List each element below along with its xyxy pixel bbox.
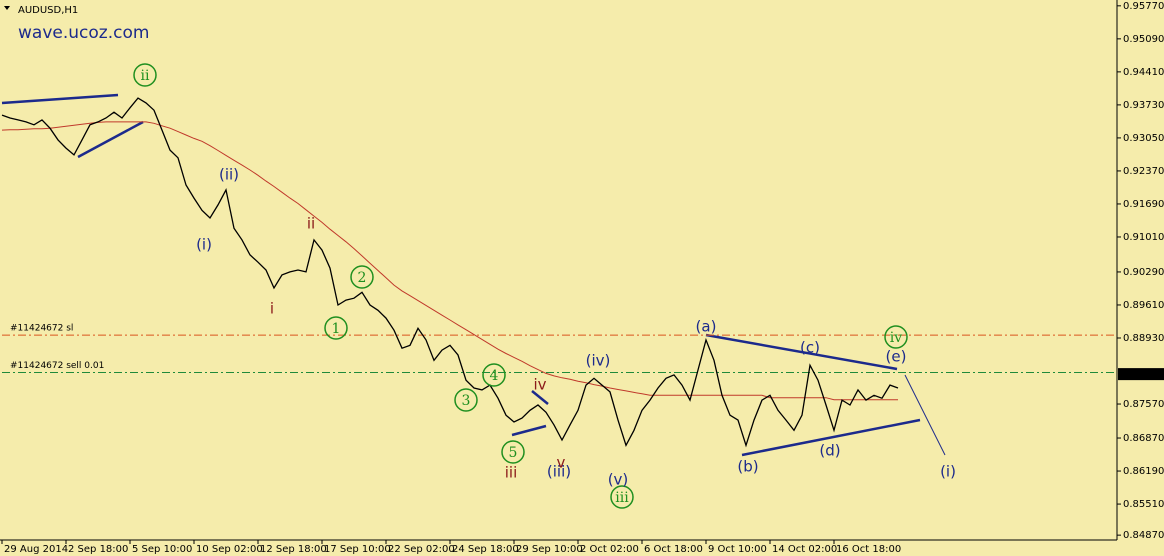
wave-label: ii	[141, 68, 150, 84]
wave-label: (a)	[696, 318, 717, 336]
wave-label: 2	[358, 270, 367, 286]
x-tick-label: 5 Sep 10:00	[132, 544, 192, 555]
wave-label: iv	[533, 376, 546, 394]
wave-label: (i)	[940, 463, 956, 481]
wave-label: (ii)	[219, 166, 239, 184]
wave-label: (iv)	[586, 352, 611, 370]
x-tick-label: 2 Sep 18:00	[68, 544, 128, 555]
wave-circle	[350, 265, 374, 289]
trend-line	[904, 374, 946, 456]
x-tick-label: 16 Oct 18:00	[836, 544, 901, 555]
current-price-box	[1118, 368, 1164, 381]
wave-label: iv	[890, 330, 902, 346]
wave-label: ii	[307, 215, 315, 233]
order-label: #11424672 sl	[10, 324, 73, 334]
y-tick-label: 0.90290	[1123, 267, 1164, 278]
y-tick-label: 0.86870	[1123, 433, 1164, 444]
wave-label: (e)	[886, 348, 907, 366]
wave-circle	[324, 316, 348, 340]
wave-label: (c)	[800, 339, 820, 357]
order-label: #11424672 sell 0.01	[10, 361, 104, 371]
x-tick-label: 12 Sep 18:00	[260, 544, 327, 555]
wave-label: i	[270, 300, 274, 318]
x-tick-label: 17 Sep 10:00	[324, 544, 391, 555]
x-tick-label: 29 Aug 2014	[4, 544, 68, 555]
x-tick-label: 24 Sep 18:00	[452, 544, 519, 555]
trend-lines	[1, 93, 946, 457]
wave-circle	[482, 363, 506, 387]
trend-line	[531, 390, 549, 405]
y-tick-label: 0.89610	[1123, 300, 1164, 311]
wave-label: iii	[615, 490, 629, 506]
y-tick-label: 0.94410	[1123, 67, 1164, 78]
y-tick-label: 0.85510	[1123, 499, 1164, 510]
current-price-label: 0.88186	[1123, 369, 1164, 380]
wave-label: (v)	[608, 471, 629, 489]
wave-circle	[610, 485, 634, 509]
wave-label: (b)	[737, 458, 758, 476]
x-tick-label: 10 Sep 02:00	[196, 544, 263, 555]
trend-line	[77, 120, 144, 159]
wave-label: 3	[462, 393, 471, 409]
y-tick-label: 0.91690	[1123, 199, 1164, 210]
y-tick-label: 0.95770	[1123, 1, 1164, 12]
wave-circle	[501, 440, 525, 464]
trend-line	[1, 93, 119, 105]
moving-average	[1, 121, 898, 401]
wave-label: 5	[509, 445, 518, 461]
y-tick-label: 0.84870	[1123, 530, 1164, 541]
wave-label: (iii)	[547, 463, 571, 481]
trend-line	[511, 424, 547, 437]
y-tick-label: 0.95090	[1123, 34, 1164, 45]
y-tick-label: 0.87570	[1123, 399, 1164, 410]
y-tick-label: 0.93730	[1123, 100, 1164, 111]
wave-circle	[133, 63, 157, 87]
y-tick-label: 0.88930	[1123, 333, 1164, 344]
x-tick-label: 14 Oct 02:00	[772, 544, 837, 555]
wave-label: (d)	[819, 442, 840, 460]
watermark: wave.ucoz.com	[18, 23, 149, 43]
x-tick-label: 29 Sep 10:00	[516, 544, 583, 555]
y-tick-label: 0.91010	[1123, 232, 1164, 243]
trend-line	[705, 333, 898, 371]
wave-label: 4	[490, 368, 499, 384]
trend-line	[741, 418, 921, 457]
price-line	[1, 97, 899, 448]
x-tick-label: 9 Oct 10:00	[708, 544, 767, 555]
y-tick-label: 0.93050	[1123, 133, 1164, 144]
x-tick-label: 22 Sep 02:00	[388, 544, 455, 555]
wave-label: 1	[332, 321, 341, 337]
wave-label: v	[557, 454, 566, 472]
y-tick-label: 0.92370	[1123, 166, 1164, 177]
menu-arrow	[4, 6, 10, 10]
x-tick-label: 6 Oct 18:00	[644, 544, 703, 555]
wave-label: (i)	[196, 236, 212, 254]
chart-title: AUDUSD,H1	[18, 5, 78, 16]
wave-circle	[884, 325, 908, 349]
x-tick-label: 2 Oct 02:00	[580, 544, 639, 555]
y-tick-label: 0.86190	[1123, 466, 1164, 477]
wave-label: iii	[505, 464, 518, 482]
wave-circle	[454, 388, 478, 412]
